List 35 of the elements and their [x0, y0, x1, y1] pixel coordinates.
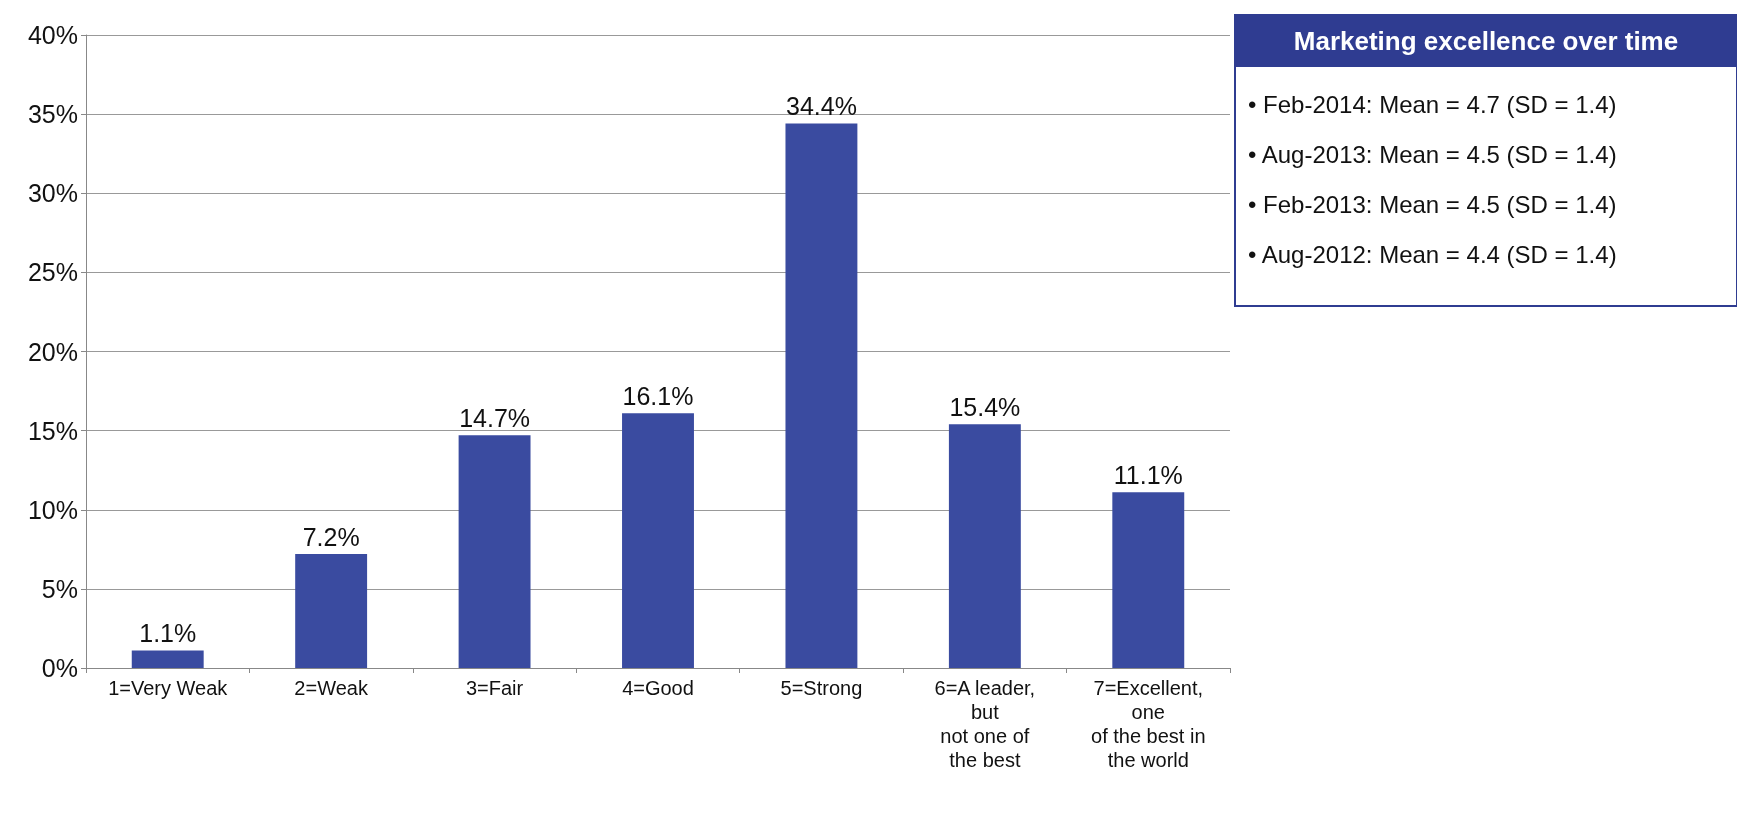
y-tick-label: 0%	[41, 654, 78, 682]
x-tick-label: 6=A leader, but not one of the best	[934, 677, 1036, 771]
text: • Feb-2014: Mean = 4.7 (SD = 1.4)	[1248, 91, 1618, 119]
y-tick-label: 20%	[27, 337, 78, 366]
y-tick-label: 10%	[27, 495, 78, 524]
bar	[1112, 492, 1185, 668]
text: • Feb-2013: Mean = 4.5 (SD = 1.4)	[1248, 191, 1618, 219]
y-tick-label: 30%	[27, 179, 78, 208]
x-tick-label: 5=Strong	[780, 677, 863, 699]
bar	[295, 554, 368, 668]
y-tick-label: 15%	[27, 416, 78, 445]
x-tick-label: 2=Weak	[294, 677, 369, 699]
data-label: 15.4%	[949, 392, 1021, 421]
bar	[785, 123, 858, 668]
x-tick-label: 4=Good	[622, 677, 694, 699]
text: • Aug-2013: Mean = 4.5 (SD = 1.4)	[1248, 141, 1618, 169]
data-label: 14.7%	[459, 403, 531, 432]
y-tick-label: 35%	[27, 100, 78, 129]
x-tick-label: 1=Very Weak	[108, 677, 229, 699]
bar	[622, 413, 694, 668]
x-tick-label: 7=Excellent, one of the best in the world	[1091, 677, 1206, 771]
text: • Aug-2012: Mean = 4.4 (SD = 1.4)	[1248, 241, 1618, 269]
data-label: 11.1%	[1113, 460, 1183, 489]
data-label: 1.1%	[139, 619, 197, 648]
text: Marketing excellence over time	[1236, 16, 1736, 67]
bar	[948, 424, 1021, 668]
bar	[458, 435, 531, 668]
data-label: 7.2%	[302, 522, 360, 551]
y-tick-label: 40%	[27, 21, 78, 49]
data-label: 16.1%	[622, 381, 694, 410]
data-label: 34.4%	[785, 92, 857, 121]
bar	[131, 650, 204, 668]
y-tick-label: 5%	[41, 574, 78, 603]
y-tick-label: 25%	[27, 258, 78, 287]
x-tick-label: 3=Fair	[465, 677, 524, 699]
